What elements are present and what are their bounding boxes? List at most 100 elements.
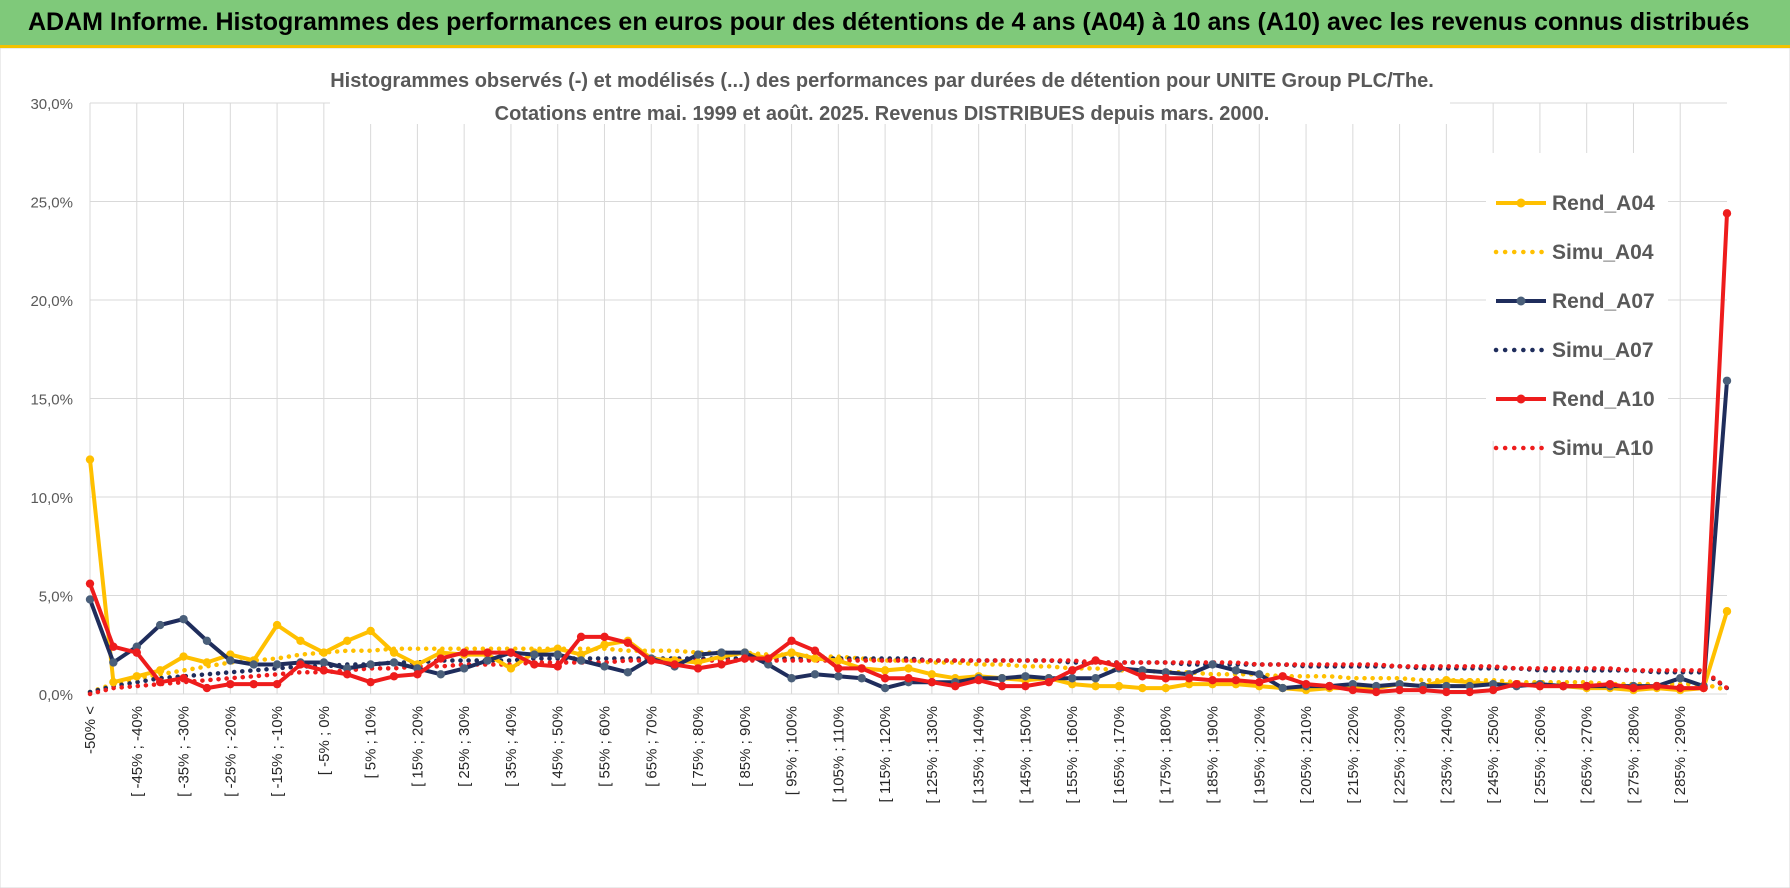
chart-title: Histogrammes observés (-) et modélisés (… <box>330 70 1434 92</box>
data-point <box>740 654 749 663</box>
data-point <box>1184 679 1194 689</box>
data-point <box>1021 681 1030 691</box>
data-point <box>763 654 773 663</box>
x-tick-label: [ 125% ; 130% <box>924 706 941 804</box>
data-point <box>1488 679 1498 689</box>
data-point <box>109 642 118 651</box>
x-tick-label: [ 5% ; 10% <box>363 706 380 779</box>
x-tick-label: [ 45% ; 50% <box>550 706 567 787</box>
data-point <box>1068 679 1077 689</box>
x-tick-label: [ 155% ; 160% <box>1064 706 1081 804</box>
data-point <box>787 636 796 646</box>
data-point <box>483 648 492 657</box>
data-point <box>1114 662 1124 671</box>
data-point <box>296 636 305 646</box>
data-point <box>1605 679 1615 689</box>
data-point <box>904 664 913 673</box>
data-point <box>904 674 913 683</box>
data-point <box>880 666 890 675</box>
legend-label: Rend_A04 <box>1552 192 1655 215</box>
data-point <box>202 683 212 693</box>
data-point <box>483 656 492 665</box>
data-point <box>1488 685 1498 695</box>
data-point <box>740 648 749 657</box>
data-point <box>857 674 866 683</box>
data-point <box>600 640 609 649</box>
data-point <box>1091 674 1100 683</box>
data-point <box>179 652 188 661</box>
data-point <box>647 656 656 665</box>
data-point <box>1044 677 1054 687</box>
data-point <box>272 679 282 689</box>
data-point <box>600 632 609 642</box>
x-axis-ticks: -50% < [ -45% ; -40% [ -35% ; -30% [ -25% ;… <box>82 706 1689 804</box>
data-point <box>1372 681 1381 691</box>
data-point <box>880 674 890 683</box>
data-point <box>1231 666 1241 675</box>
data-point <box>413 670 422 679</box>
data-point <box>1325 681 1334 691</box>
data-point <box>366 626 375 636</box>
data-point <box>1722 607 1732 616</box>
data-point <box>459 664 469 673</box>
series-Rend_A10 <box>85 209 1732 697</box>
data-point <box>1442 687 1451 697</box>
report-banner: ADAM Informe. Histogrammes des performan… <box>0 0 1790 48</box>
data-point <box>319 648 329 657</box>
data-point <box>436 670 445 679</box>
data-point <box>834 672 843 681</box>
data-point <box>202 636 212 646</box>
legend-item-Rend_A07: Rend_A07 <box>1496 290 1655 313</box>
data-point <box>1278 672 1287 681</box>
data-point <box>1091 656 1100 665</box>
data-point <box>1418 685 1428 695</box>
legend-marker <box>1516 198 1526 208</box>
data-point <box>155 620 165 630</box>
data-point <box>1395 679 1404 689</box>
data-point <box>717 660 726 669</box>
x-tick-label: [ 15% ; 20% <box>409 706 426 787</box>
data-point <box>343 636 352 646</box>
data-point <box>530 660 539 669</box>
legend-item-Simu_A04: Simu_A04 <box>1493 241 1654 264</box>
x-tick-label: [ 205% ; 210% <box>1298 706 1315 804</box>
data-point <box>1348 679 1358 689</box>
data-point <box>1161 674 1170 683</box>
data-point <box>272 660 282 669</box>
data-point <box>366 660 375 669</box>
data-point <box>1255 677 1264 687</box>
y-tick-label: 15,0% <box>30 392 73 409</box>
data-point <box>1208 660 1217 669</box>
data-point <box>553 644 562 653</box>
data-point <box>810 654 820 663</box>
data-point <box>1114 681 1124 691</box>
x-tick-label: [ 175% ; 180% <box>1158 706 1175 804</box>
data-point <box>179 614 188 624</box>
data-point <box>1184 674 1194 683</box>
x-tick-label: [ 185% ; 190% <box>1205 706 1222 804</box>
x-tick-label: [ 245% ; 250% <box>1485 706 1502 804</box>
x-tick-label: [ 275% ; 280% <box>1625 706 1642 804</box>
data-point <box>226 656 235 665</box>
data-point <box>880 683 890 693</box>
data-point <box>1021 672 1030 681</box>
data-point <box>1652 681 1662 691</box>
data-point <box>576 632 586 642</box>
x-tick-label: [ 195% ; 200% <box>1251 706 1268 804</box>
data-point <box>249 679 258 689</box>
data-point <box>834 664 843 673</box>
data-point <box>997 681 1007 691</box>
legend-label: Rend_A07 <box>1552 290 1655 313</box>
legend-marker <box>1516 296 1526 306</box>
data-point <box>1512 679 1521 689</box>
data-point <box>1255 670 1264 679</box>
data-point <box>717 648 726 657</box>
x-tick-label: [ 105% ; 110% <box>830 706 847 802</box>
data-point <box>787 674 796 683</box>
data-point <box>366 677 375 687</box>
data-point <box>389 672 399 681</box>
data-point <box>1535 681 1545 691</box>
data-point <box>343 664 352 673</box>
x-tick-label: [ 35% ; 40% <box>503 706 520 787</box>
x-tick-label: [ 225% ; 230% <box>1392 706 1409 804</box>
